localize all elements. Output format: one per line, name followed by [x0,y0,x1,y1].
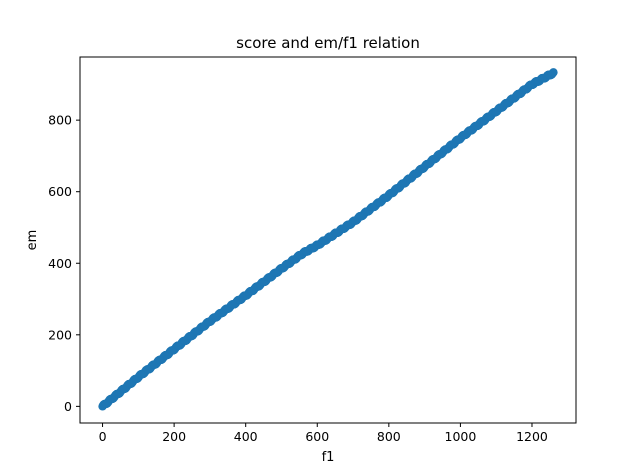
x-tick-label: 0 [99,429,107,444]
y-tick-label: 400 [48,256,72,271]
data-point [549,68,558,77]
x-tick-label: 800 [377,429,401,444]
x-tick-label: 1000 [445,429,477,444]
x-tick-label: 400 [234,429,258,444]
x-axis-label: f1 [322,450,335,465]
x-tick-label: 200 [162,429,186,444]
x-tick-label: 1200 [516,429,548,444]
x-axis-ticks: 0 200 400 600 800 1000 1200 [99,423,548,444]
y-tick-label: 0 [64,399,72,414]
data-points [98,68,558,411]
y-axis-label: em [25,230,40,251]
y-tick-label: 600 [48,184,72,199]
chart-title: score and em/f1 relation [236,34,420,52]
x-tick-label: 600 [305,429,329,444]
y-tick-label: 800 [48,113,72,128]
y-axis-ticks: 0 200 400 600 800 [48,113,80,414]
plot-frame [79,56,577,424]
y-tick-label: 200 [48,327,72,342]
